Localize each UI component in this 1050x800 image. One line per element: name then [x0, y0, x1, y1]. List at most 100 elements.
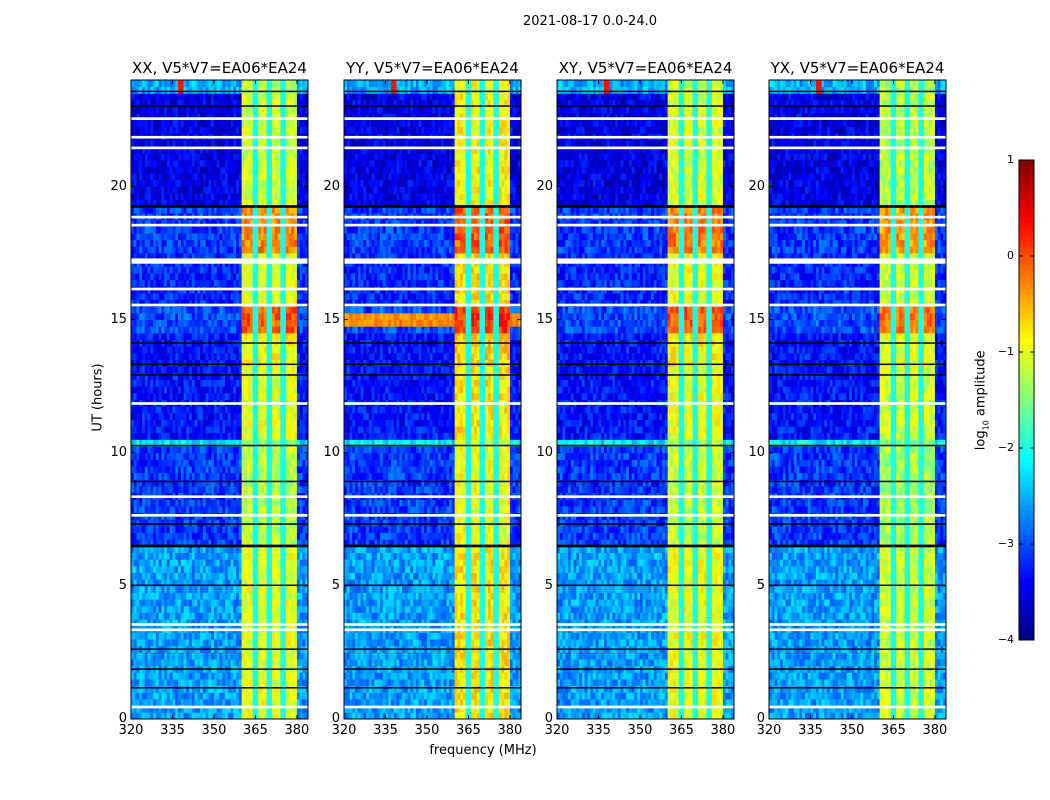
heatmap-cell — [264, 686, 267, 693]
heatmap-cell — [206, 406, 209, 413]
heatmap-cell — [261, 632, 264, 639]
heatmap-cell — [239, 393, 242, 400]
heatmap-cell — [264, 366, 267, 373]
heatmap-cell — [228, 433, 231, 440]
heatmap-cell — [278, 573, 281, 580]
heatmap-cell — [175, 433, 178, 440]
heatmap-cell — [255, 659, 258, 666]
heatmap-cell — [286, 679, 289, 686]
heatmap-cell — [242, 652, 245, 659]
heatmap-cell — [148, 433, 151, 440]
heatmap-cell — [170, 599, 173, 606]
heatmap-cell — [269, 293, 272, 300]
heatmap-cell — [137, 499, 140, 506]
heatmap-cell — [134, 446, 137, 453]
heatmap-cell — [253, 406, 256, 413]
heatmap-cell — [267, 559, 270, 566]
heatmap-cell — [236, 613, 239, 620]
heatmap-cell — [286, 672, 289, 679]
heatmap-cell — [283, 632, 286, 639]
heatmap-cell — [261, 353, 264, 360]
heatmap-cell — [225, 273, 228, 280]
heatmap-cell — [217, 393, 220, 400]
heatmap-cell — [261, 373, 264, 380]
heatmap-cell — [302, 553, 305, 560]
heatmap-cell — [153, 240, 156, 247]
heatmap-cell — [208, 479, 211, 486]
heatmap-cell — [291, 686, 294, 693]
heatmap-cell — [255, 380, 258, 387]
heatmap-cell — [294, 306, 297, 313]
heatmap-cell — [255, 486, 258, 493]
heatmap-cell — [231, 320, 234, 327]
heatmap-cell — [294, 273, 297, 280]
heatmap-cell — [164, 366, 167, 373]
heatmap-cell — [289, 413, 292, 420]
heatmap-cell — [286, 712, 289, 719]
heatmap-cell — [239, 499, 242, 506]
heatmap-cell — [172, 320, 175, 327]
heatmap-cell — [203, 246, 206, 253]
heatmap-cell — [278, 712, 281, 719]
heatmap-cell — [250, 419, 253, 426]
heatmap-cell — [267, 652, 270, 659]
heatmap-cell — [280, 419, 283, 426]
heatmap-cell — [269, 353, 272, 360]
heatmap-cell — [289, 526, 292, 533]
heatmap-cell — [231, 473, 234, 480]
heatmap-cell — [189, 586, 192, 593]
heatmap-cell — [150, 613, 153, 620]
heatmap-cell — [233, 419, 236, 426]
heatmap-cell — [264, 479, 267, 486]
heatmap-cell — [148, 566, 151, 573]
heatmap-cell — [195, 360, 198, 367]
heatmap-cell — [294, 293, 297, 300]
heatmap-cell — [134, 599, 137, 606]
heatmap-cell — [197, 273, 200, 280]
heatmap-cell — [239, 320, 242, 327]
heatmap-cell — [189, 360, 192, 367]
heatmap-cell — [250, 659, 253, 666]
heatmap-cell — [217, 380, 220, 387]
heatmap-cell — [300, 606, 303, 613]
heatmap-cell — [302, 240, 305, 247]
heatmap-cell — [156, 393, 159, 400]
heatmap-cell — [217, 426, 220, 433]
heatmap-cell — [244, 533, 247, 540]
heatmap-cell — [272, 692, 275, 699]
heatmap-cell — [192, 466, 195, 473]
heatmap-cell — [156, 413, 159, 420]
heatmap-cell — [253, 559, 256, 566]
heatmap-cell — [267, 499, 270, 506]
heatmap-cell — [139, 293, 142, 300]
heatmap-cell — [172, 606, 175, 613]
heatmap-cell — [239, 293, 242, 300]
heatmap-cell — [175, 346, 178, 353]
heatmap-cell — [255, 613, 258, 620]
heatmap-cell — [167, 586, 170, 593]
heatmap-cell — [244, 366, 247, 373]
heatmap-cell — [297, 346, 300, 353]
heatmap-cell — [302, 313, 305, 320]
heatmap-cell — [250, 426, 253, 433]
heatmap-cell — [164, 346, 167, 353]
heatmap-cell — [164, 413, 167, 420]
heatmap-cell — [283, 613, 286, 620]
heatmap-cell — [278, 659, 281, 666]
heatmap-cell — [269, 413, 272, 420]
heatmap-cell — [228, 473, 231, 480]
heatmap-cell — [139, 659, 142, 666]
heatmap-cell — [283, 499, 286, 506]
heatmap-cell — [197, 712, 200, 719]
heatmap-cell — [222, 226, 225, 233]
heatmap-cell — [184, 499, 187, 506]
heatmap-cell — [267, 553, 270, 560]
heatmap-cell — [164, 486, 167, 493]
heatmap-cell — [286, 433, 289, 440]
heatmap-cell — [167, 413, 170, 420]
heatmap-cell — [297, 679, 300, 686]
heatmap-cell — [264, 313, 267, 320]
heatmap-cell — [156, 526, 159, 533]
heatmap-cell — [170, 632, 173, 639]
heatmap-cell — [208, 246, 211, 253]
